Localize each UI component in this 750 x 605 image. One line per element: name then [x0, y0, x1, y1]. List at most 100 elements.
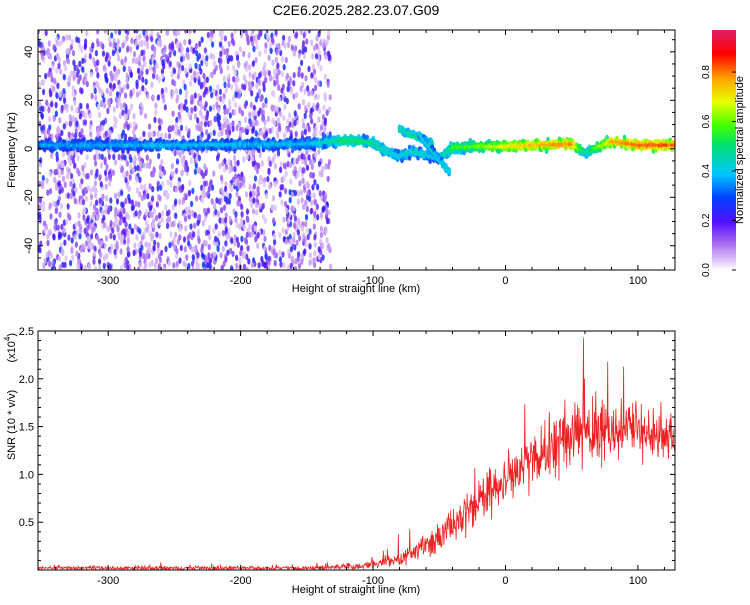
heatmap-cell	[296, 170, 300, 178]
heatmap-cell	[129, 156, 133, 164]
heatmap-cell	[170, 162, 175, 170]
heatmap-cell	[315, 53, 319, 60]
heatmap-cell	[109, 70, 113, 78]
heatmap-cell	[173, 149, 177, 157]
heatmap-cell	[121, 109, 125, 116]
heatmap-cell	[45, 99, 49, 106]
heatmap-cell	[297, 262, 302, 269]
heatmap-cell	[190, 107, 194, 114]
heatmap-cell	[66, 173, 70, 180]
heatmap-cell	[317, 46, 321, 54]
heatmap-cell	[146, 193, 150, 200]
heatmap-cell	[304, 214, 309, 221]
heatmap-cell	[255, 201, 259, 209]
heatmap-cell	[40, 125, 44, 132]
heatmap-cell	[75, 250, 79, 257]
heatmap-cell	[83, 42, 88, 49]
heatmap-cell	[202, 91, 206, 98]
heatmap-cell	[213, 251, 217, 258]
heatmap-cell	[174, 87, 179, 95]
heatmap-cell	[265, 192, 269, 200]
heatmap-cell	[278, 231, 282, 239]
heatmap-cell	[300, 59, 304, 67]
heatmap-cell	[288, 112, 292, 119]
heatmap-cell	[134, 57, 138, 65]
heatmap-cell	[71, 49, 76, 57]
heatmap-cell	[284, 56, 288, 64]
heatmap-cell	[325, 209, 329, 216]
heatmap-cell	[64, 65, 68, 72]
heatmap-cell	[219, 50, 223, 58]
heatmap-cell	[87, 263, 92, 270]
heatmap-cell	[228, 192, 232, 200]
heatmap-cell	[185, 206, 189, 213]
heatmap-cell	[42, 88, 46, 96]
heatmap-cell	[293, 215, 298, 222]
heatmap-cell	[322, 42, 326, 49]
heatmap-cell	[117, 83, 121, 91]
heatmap-cell	[99, 251, 103, 258]
heatmap-cell	[158, 212, 162, 219]
heatmap-cell	[135, 176, 139, 183]
heatmap-cell	[52, 116, 56, 123]
heatmap-cell	[321, 165, 325, 173]
heatmap-cell	[312, 192, 316, 199]
heatmap-cell	[104, 175, 108, 182]
heatmap-cell	[98, 197, 102, 204]
heatmap-cell	[293, 170, 297, 177]
heatmap-cell	[220, 186, 224, 194]
heatmap-cell	[128, 197, 132, 204]
heatmap-cell	[328, 54, 332, 61]
heatmap-cell	[120, 132, 124, 139]
heatmap-cell	[122, 216, 126, 224]
heatmap-cell	[287, 217, 291, 224]
heatmap-cell	[190, 94, 194, 101]
heatmap-cell	[228, 112, 232, 119]
heatmap-cell	[277, 42, 281, 50]
heatmap-cell	[84, 72, 88, 79]
heatmap-cell	[301, 99, 306, 106]
heatmap-cell	[93, 87, 97, 95]
heatmap-cell	[228, 182, 232, 190]
heatmap-cell	[163, 190, 167, 197]
heatmap-cell	[185, 254, 189, 261]
heatmap-cell	[138, 176, 142, 183]
heatmap-cell	[312, 223, 316, 230]
heatmap-cell	[196, 99, 200, 106]
heatmap-cell	[104, 130, 108, 137]
heatmap-cell	[234, 216, 238, 223]
heatmap-cell	[178, 151, 182, 158]
heatmap-cell	[85, 154, 89, 161]
heatmap-cell	[167, 260, 172, 267]
heatmap-cell	[251, 208, 256, 215]
heatmap-cell	[60, 223, 64, 231]
heatmap-cell	[304, 220, 308, 228]
heatmap-cell	[56, 199, 60, 206]
heatmap-cell	[281, 184, 285, 191]
heatmap-cell	[189, 80, 193, 87]
heatmap-cell	[314, 199, 318, 206]
heatmap-cell	[68, 159, 73, 167]
heatmap-cell	[100, 153, 104, 161]
heatmap-cell	[129, 46, 133, 53]
heatmap-cell	[251, 190, 255, 198]
heatmap-cell	[228, 104, 232, 112]
heatmap-cell	[116, 38, 120, 46]
heatmap-cell	[245, 153, 249, 161]
heatmap-cell	[168, 51, 172, 59]
heatmap-cell	[63, 181, 67, 188]
heatmap-cell	[263, 70, 267, 78]
heatmap-cell	[313, 211, 317, 218]
heatmap-cell	[294, 32, 298, 39]
heatmap-cell	[209, 30, 213, 38]
heatmap-cell	[126, 124, 130, 131]
heatmap-cell	[204, 258, 208, 265]
heatmap-cell	[138, 228, 142, 235]
heatmap-cell	[142, 162, 146, 169]
heatmap-cell	[148, 261, 152, 269]
heatmap-cell	[155, 62, 159, 69]
heatmap-cell	[298, 180, 302, 187]
heatmap-cell	[105, 163, 109, 171]
heatmap-cell	[168, 43, 172, 50]
heatmap-cell	[144, 262, 148, 269]
